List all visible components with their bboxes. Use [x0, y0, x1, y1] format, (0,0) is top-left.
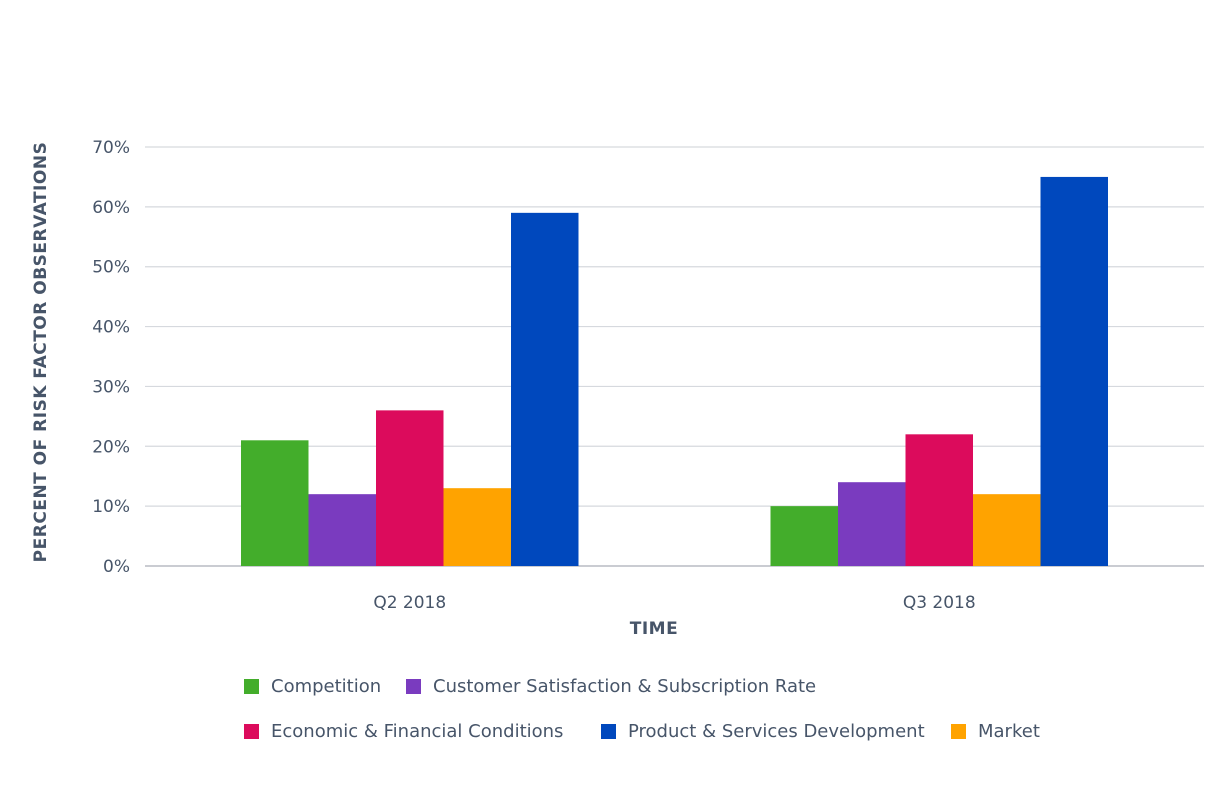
- x-axis-title: TIME: [630, 619, 678, 639]
- y-tick-label: 20%: [92, 437, 130, 457]
- bar: [443, 488, 511, 566]
- x-tick-label: Q3 2018: [903, 593, 976, 613]
- y-tick-label: 50%: [92, 258, 130, 278]
- bar: [376, 410, 444, 566]
- bar: [1040, 176, 1108, 566]
- y-tick-label: 30%: [92, 377, 130, 397]
- y-tick-label: 10%: [92, 497, 130, 517]
- bar: [905, 434, 973, 566]
- bar: [973, 494, 1041, 566]
- bars: [241, 176, 1108, 567]
- y-axis-ticks: 0% 10% 20% 30% 40% 50% 60% 70%: [92, 138, 130, 577]
- y-tick-label: 70%: [92, 138, 130, 158]
- y-tick-label: 0%: [103, 557, 130, 577]
- y-tick-label: 60%: [92, 198, 130, 218]
- bar: [241, 440, 309, 566]
- y-tick-label: 40%: [92, 318, 130, 338]
- y-axis-title: PERCENT OF RISK FACTOR OBSERVATIONS: [31, 142, 51, 563]
- bar: [511, 212, 579, 567]
- bar: [770, 506, 838, 566]
- bar: [308, 494, 376, 566]
- bar: [838, 482, 906, 566]
- x-tick-label: Q2 2018: [373, 593, 446, 613]
- x-axis-ticks: Q2 2018 Q3 2018: [373, 593, 975, 613]
